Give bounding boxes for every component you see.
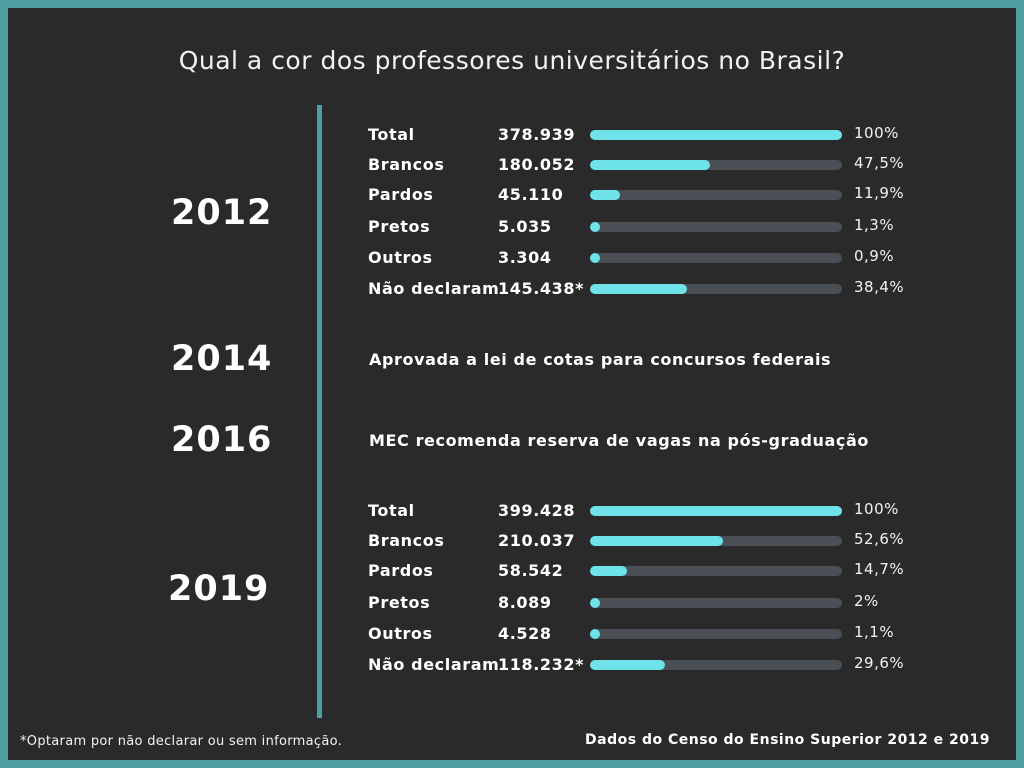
category-label: Total [368,125,415,144]
count-value: 399.428 [498,501,576,520]
percent-label: 1,3% [854,216,895,234]
count-value: 3.304 [498,248,552,267]
bar-track [590,253,842,263]
bar-row: Total 378.939 100% [8,124,1016,146]
category-label: Pardos [368,185,434,204]
percent-label: 1,1% [854,623,895,641]
percent-label: 38,4% [854,278,905,296]
bar-fill [590,190,620,200]
year-label-2014: 2014 [171,339,273,379]
bar-row: Pretos 8.089 2% [8,592,1016,614]
category-label: Brancos [368,155,445,174]
bar-track [590,190,842,200]
chart-title: Qual a cor dos professores universitário… [178,46,846,75]
bar-track [590,566,842,576]
bar-fill [590,660,665,670]
bar-fill [590,160,710,170]
bar-row: Outros 3.304 0,9% [8,247,1016,269]
bar-row: Pretos 5.035 1,3% [8,216,1016,238]
percent-label: 100% [854,124,899,142]
category-label: Pretos [368,593,431,612]
bar-fill [590,506,842,516]
bar-track [590,506,842,516]
bar-track [590,160,842,170]
percent-label: 29,6% [854,654,905,672]
bar-row: Não declaram 118.232* 29,6% [8,654,1016,676]
bar-row: Pardos 45.110 11,9% [8,184,1016,206]
bar-row: Não declaram 145.438* 38,4% [8,278,1016,300]
bar-track [590,130,842,140]
category-label: Não declaram [368,279,500,298]
bar-row: Brancos 180.052 47,5% [8,154,1016,176]
bar-track [590,598,842,608]
percent-label: 11,9% [854,184,905,202]
percent-label: 14,7% [854,560,905,578]
category-label: Outros [368,248,433,267]
bar-track [590,222,842,232]
count-value: 45.110 [498,185,564,204]
category-label: Não declaram [368,655,500,674]
event-2016-text: MEC recomenda reserva de vagas na pós-gr… [369,431,869,450]
percent-label: 52,6% [854,530,905,548]
infographic-panel: Qual a cor dos professores universitário… [8,8,1016,760]
category-label: Outros [368,624,433,643]
bar-row: Pardos 58.542 14,7% [8,560,1016,582]
year-label-2019: 2019 [168,569,270,609]
bar-row: Brancos 210.037 52,6% [8,530,1016,552]
count-value: 145.438* [498,279,585,298]
bar-fill [590,284,687,294]
category-label: Pretos [368,217,431,236]
bar-fill [590,130,842,140]
count-value: 4.528 [498,624,552,643]
percent-label: 2% [854,592,879,610]
year-label-2012: 2012 [171,193,273,233]
bar-track [590,629,842,639]
bar-track [590,660,842,670]
category-label: Brancos [368,531,445,550]
bar-track [590,284,842,294]
count-value: 58.542 [498,561,564,580]
count-value: 5.035 [498,217,552,236]
bar-row: Outros 4.528 1,1% [8,623,1016,645]
percent-label: 47,5% [854,154,905,172]
footnote: *Optaram por não declarar ou sem informa… [20,734,343,749]
count-value: 210.037 [498,531,576,550]
count-value: 118.232* [498,655,585,674]
bar-fill [590,598,600,608]
percent-label: 100% [854,500,899,518]
bar-fill [590,253,600,263]
timeline-line [317,105,322,718]
year-label-2016: 2016 [171,420,273,460]
count-value: 8.089 [498,593,552,612]
category-label: Pardos [368,561,434,580]
bar-row: Total 399.428 100% [8,500,1016,522]
bar-fill [590,629,600,639]
percent-label: 0,9% [854,247,895,265]
bar-fill [590,222,600,232]
count-value: 378.939 [498,125,576,144]
count-value: 180.052 [498,155,576,174]
bar-fill [590,566,628,576]
bar-fill [590,536,723,546]
category-label: Total [368,501,415,520]
event-2014-text: Aprovada a lei de cotas para concursos f… [369,350,832,369]
source-note: Dados do Censo do Ensino Superior 2012 e… [585,732,990,748]
bar-track [590,536,842,546]
